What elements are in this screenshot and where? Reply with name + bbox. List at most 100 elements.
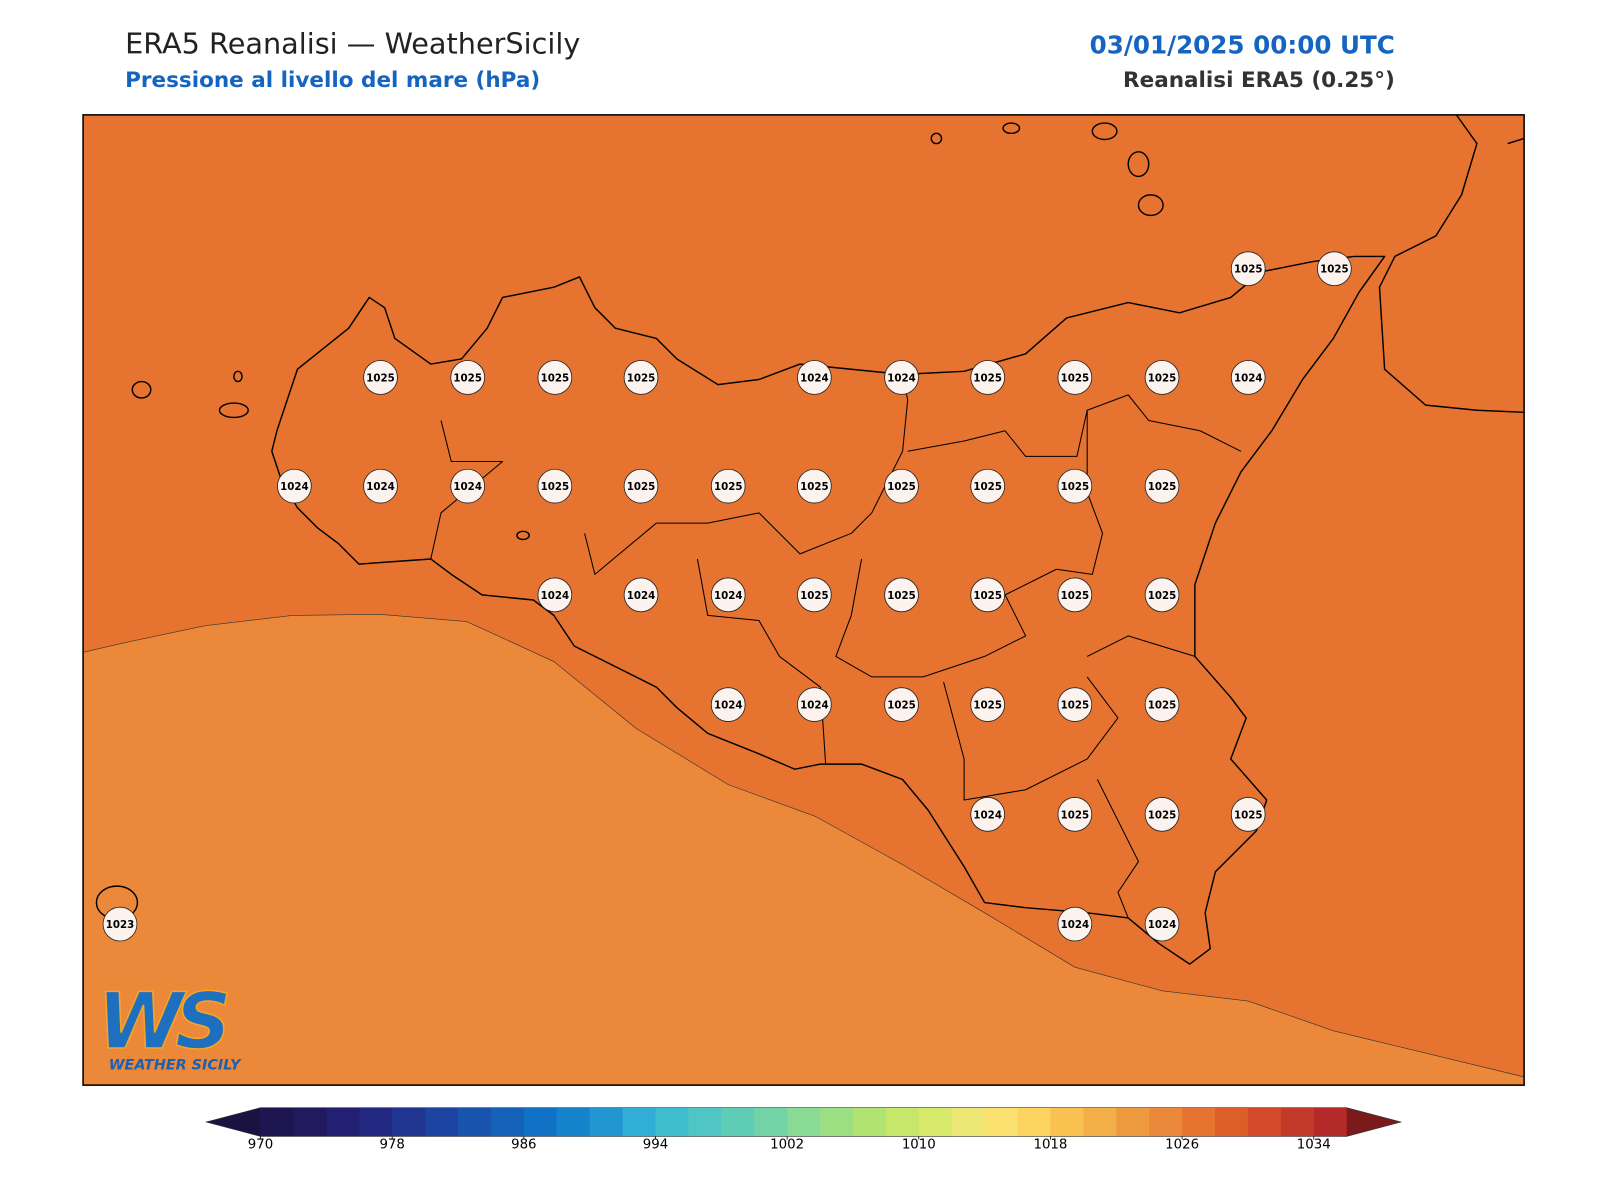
station-value: 1025 (1061, 590, 1090, 602)
station-value: 1025 (1148, 481, 1177, 493)
station-value: 1024 (973, 809, 1002, 821)
station-marker (363, 468, 398, 504)
station-marker (797, 468, 832, 504)
station-value: 1024 (1148, 919, 1177, 931)
colorbar-segment (984, 1107, 1019, 1137)
colorbar-segment (655, 1107, 689, 1137)
colorbar-tick-label: 1026 (1165, 1137, 1199, 1152)
station-marker (797, 687, 832, 722)
station-value: 1025 (541, 481, 570, 493)
station-marker (884, 360, 919, 395)
station-value: 1025 (627, 481, 656, 493)
station-value: 1025 (1320, 264, 1349, 276)
colorbar-segment (457, 1107, 492, 1137)
source: Reanalisi ERA5 (0.25°) (1123, 68, 1395, 93)
colorbar-segment (1182, 1107, 1216, 1137)
station-marker (884, 468, 919, 504)
colorbar-segment (622, 1107, 656, 1137)
station-value: 1024 (714, 700, 743, 712)
station-marker (363, 360, 398, 395)
colorbar-tick-label: 970 (248, 1137, 273, 1152)
station-value: 1024 (1234, 372, 1263, 384)
station-marker (1144, 577, 1180, 613)
colorbar-segment (688, 1107, 722, 1137)
colorbar-segment (293, 1107, 327, 1137)
station-value: 1025 (800, 590, 829, 602)
station-marker (884, 577, 919, 613)
station-marker (537, 468, 573, 504)
calabria-coastline (1378, 114, 1525, 414)
station-marker (1317, 251, 1352, 287)
colorbar-tick-label: 1034 (1297, 1137, 1331, 1152)
colorbar-segment (951, 1107, 986, 1137)
colorbar-segment (589, 1107, 624, 1137)
station-marker (277, 468, 312, 504)
station-value: 1025 (800, 481, 829, 493)
station-value: 1024 (800, 700, 829, 712)
station-value: 1025 (366, 372, 395, 384)
islands (95, 122, 1164, 920)
station-marker (710, 687, 746, 722)
station-marker (1057, 906, 1093, 942)
map-frame (82, 114, 1525, 1086)
station-marker (1057, 577, 1093, 613)
station-marker (1144, 797, 1180, 832)
colorbar-segment (1313, 1107, 1348, 1137)
station-marker (1057, 468, 1093, 504)
station-marker (1230, 797, 1266, 832)
map (82, 114, 1525, 1086)
station-marker (537, 577, 573, 613)
station-value: 1024 (1061, 919, 1090, 931)
station-value: 1025 (1061, 700, 1090, 712)
station-value: 1025 (1148, 372, 1177, 384)
station-marker (710, 577, 746, 613)
station-marker (1144, 687, 1180, 722)
station-value: 1025 (887, 590, 916, 602)
province-borders (430, 374, 1242, 919)
colorbar-segment (1247, 1107, 1282, 1137)
station-labels: 1025 1025 1025 1025 1025 1025 1024 1024 1025 1025… (102, 251, 1352, 942)
datetime: 03/01/2025 00:00 UTC (1090, 30, 1395, 59)
colorbar-segment (820, 1107, 854, 1137)
colorbar-segment (425, 1107, 459, 1137)
colorbar-segment (1050, 1107, 1084, 1137)
colorbar-segment (721, 1107, 755, 1137)
station-value: 1024 (800, 372, 829, 384)
colorbar-segment (754, 1107, 788, 1137)
station-value: 1025 (453, 372, 482, 384)
station-value: 1025 (887, 481, 916, 493)
station-value: 1023 (106, 919, 135, 931)
colorbar-segment (787, 1107, 821, 1137)
station-marker (797, 360, 832, 395)
station-value: 1025 (1148, 809, 1177, 821)
station-value: 1024 (887, 372, 916, 384)
station-value: 1025 (973, 481, 1002, 493)
station-marker (1230, 251, 1266, 287)
logo-caption: WEATHER SICILY (109, 1058, 242, 1074)
colorbar-tick-label: 1010 (902, 1137, 936, 1152)
colorbar-segment (885, 1107, 920, 1137)
station-marker (1057, 687, 1093, 722)
station-marker (623, 360, 659, 395)
station-marker (970, 797, 1006, 832)
station-marker (970, 687, 1006, 722)
station-marker (450, 468, 486, 504)
station-marker (1144, 906, 1180, 942)
colorbar-tick-label: 994 (643, 1137, 668, 1152)
colorbar: 970 978 986 994 1002 1010 1018 1026 1034 (204, 1107, 1403, 1152)
colorbar-segment (1149, 1107, 1183, 1137)
colorbar-segment (490, 1107, 525, 1137)
station-value: 1025 (887, 700, 916, 712)
station-value: 1025 (627, 372, 656, 384)
colorbar-tick-label: 978 (379, 1137, 404, 1152)
station-value: 1024 (541, 590, 570, 602)
pressure-contour (82, 614, 1525, 1086)
station-value: 1025 (1148, 590, 1177, 602)
colorbar-tick-label: 1018 (1033, 1137, 1067, 1152)
logo: WS WEATHER SICILY (97, 976, 242, 1074)
station-marker (970, 360, 1006, 395)
logo-letters: WS (97, 977, 227, 1067)
title: ERA5 Reanalisi — WeatherSicily (125, 26, 580, 60)
colorbar-segment (326, 1107, 360, 1137)
colorbar-segment (852, 1107, 887, 1137)
